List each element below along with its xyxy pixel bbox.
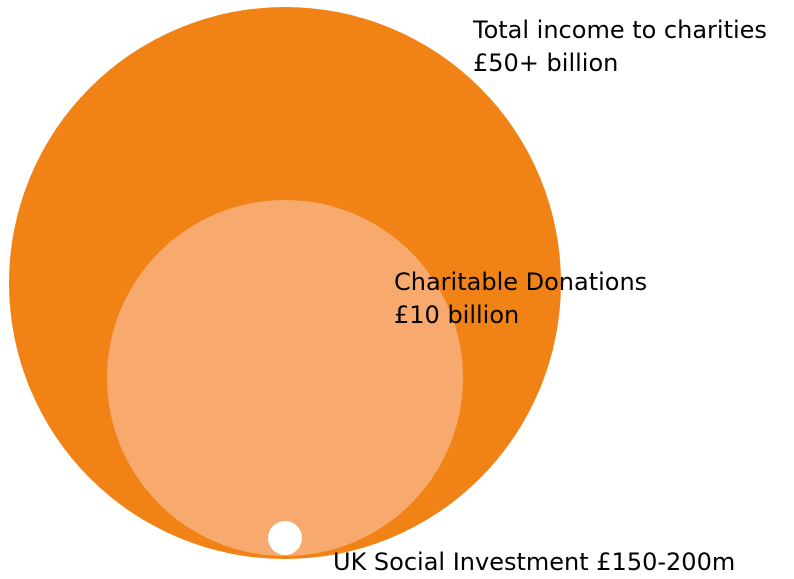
charitable-donations-title: Charitable Donations — [394, 268, 648, 296]
total-income-label: Total income to charities £50+ billion — [473, 14, 767, 80]
uk-social-investment-label: UK Social Investment £150-200m — [333, 548, 736, 576]
charitable-donations-circle — [107, 200, 463, 556]
charitable-donations-value: £10 billion — [394, 301, 520, 329]
total-income-value: £50+ billion — [473, 49, 619, 77]
uk-social-investment-circle — [268, 521, 302, 555]
charitable-donations-label: Charitable Donations £10 billion — [394, 266, 647, 332]
total-income-title: Total income to charities — [473, 16, 767, 44]
